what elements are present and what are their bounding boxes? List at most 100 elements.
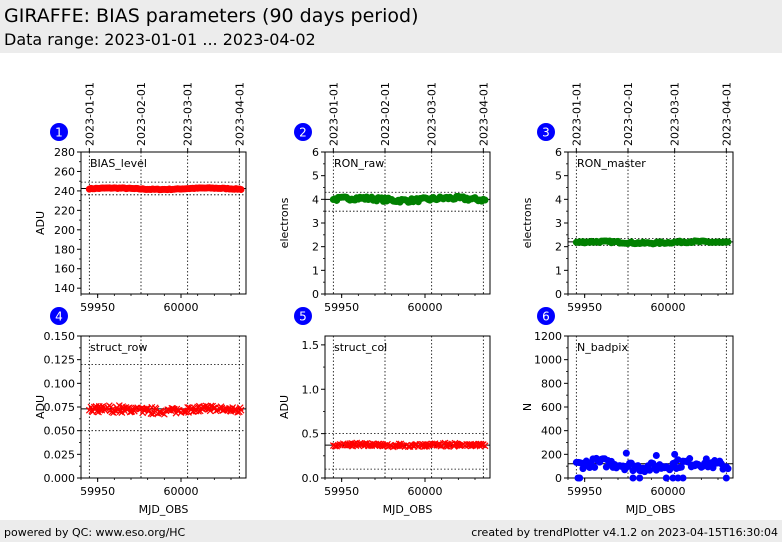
data-point-stroke [237, 406, 245, 414]
data-point [724, 465, 732, 473]
panel-label: BIAS_level [90, 157, 147, 170]
y-tick-label: 4 [555, 193, 562, 206]
footer-created-by: created by trendPlotter v4.1.2 on 2023-0… [471, 526, 778, 539]
y-tick-label: 0.125 [44, 354, 76, 367]
data-point [170, 405, 178, 413]
data-point-stroke [481, 442, 489, 450]
x-axis-label: MJD_OBS [383, 503, 433, 516]
y-tick-label: 3 [555, 217, 562, 230]
data-point [591, 463, 599, 471]
date-tick-label: 2023-01-01 [83, 82, 96, 146]
data-point-stroke [227, 407, 235, 415]
report-subtitle: Data range: 2023-01-01 ... 2023-04-02 [4, 30, 316, 49]
panel-number-badge [50, 123, 68, 141]
y-tick-label: 6 [555, 146, 562, 159]
data-point [671, 450, 679, 458]
y-tick-label: 5 [555, 170, 562, 183]
plot-frame [324, 151, 491, 295]
data-point [227, 407, 235, 415]
data-point [622, 449, 630, 457]
x-tick-label: 60000 [408, 301, 443, 314]
data-point [662, 474, 670, 482]
data-point-stroke [150, 409, 158, 417]
y-tick-label: 400 [541, 425, 562, 438]
data-point [702, 455, 710, 463]
data-point-stroke [236, 404, 244, 412]
y-tick-label: 180 [54, 243, 75, 256]
x-tick-label: 59950 [324, 301, 359, 314]
y-tick-label: 0.075 [44, 401, 76, 414]
x-tick-label: 60000 [164, 301, 199, 314]
data-point [677, 463, 685, 471]
data-point [237, 406, 245, 414]
y-tick-label: 160 [54, 263, 75, 276]
y-tick-label: 2 [312, 241, 319, 254]
data-point-stroke [148, 403, 156, 411]
footer-credit: powered by QC: www.eso.org/HC [4, 526, 186, 539]
panel-number: 1 [55, 126, 63, 140]
data-point-stroke [469, 441, 477, 449]
panel-number: 2 [299, 126, 307, 140]
panel-number-badge [537, 123, 555, 141]
report-header: GIRAFFE: BIAS parameters (90 days period… [0, 0, 782, 53]
data-point-stroke [179, 407, 187, 415]
panel-number: 6 [542, 310, 550, 324]
y-tick-label: 260 [54, 165, 75, 178]
date-tick-label: 2023-01-01 [570, 82, 583, 146]
y-tick-label: 800 [541, 377, 562, 390]
y-tick-label: 0.000 [44, 472, 76, 485]
data-point-stroke [348, 439, 356, 447]
y-tick-label: 1200 [534, 330, 562, 343]
data-point [679, 474, 687, 482]
trend-plots-canvas: 2023-01-01 2023-02-01 2023-03-01 2023-04-01… [34, 82, 734, 516]
x-tick-label: 59950 [80, 301, 115, 314]
data-point [629, 474, 637, 482]
data-point [709, 464, 717, 472]
chart-panel-5: 0.0 0.5 1.0 1.5 59950 60000 struct_col ADU MJD_O… [278, 307, 491, 516]
data-point [182, 408, 190, 416]
report-title: GIRAFFE: BIAS parameters (90 days period… [4, 5, 419, 27]
y-tick-label: 1000 [534, 354, 562, 367]
date-tick-label: 2023-03-01 [669, 82, 682, 146]
y-axis-label: ADU [34, 395, 47, 419]
data-point [722, 474, 730, 482]
y-tick-label: 0.5 [302, 428, 320, 441]
data-point [481, 196, 489, 204]
plot-frame [567, 335, 734, 479]
data-point [481, 442, 489, 450]
panel-number-badge [294, 307, 312, 325]
date-tick-label: 2023-04-01 [233, 82, 246, 146]
panel-number-badge [537, 307, 555, 325]
y-tick-label: 140 [54, 282, 75, 295]
chart-panel-4: 0.000 0.025 0.050 0.075 0.100 0.125 0.150 59950… [34, 307, 247, 516]
data-point-stroke [157, 409, 165, 417]
data-point-stroke [119, 403, 127, 410]
plot-frame [567, 151, 734, 295]
date-tick-label: 2023-04-01 [477, 82, 490, 146]
y-axis-label: N [521, 403, 534, 411]
y-tick-label: 1 [555, 264, 562, 277]
data-point-stroke [375, 440, 383, 448]
report-footer: powered by QC: www.eso.org/HC created by… [0, 520, 782, 542]
data-point-stroke [170, 405, 178, 413]
panel-number: 5 [299, 310, 307, 324]
date-tick-label: 2023-01-01 [327, 82, 340, 146]
y-tick-label: 3 [312, 217, 319, 230]
chart-panel-2: 2023-01-01 2023-02-01 2023-03-01 2023-04-01… [278, 82, 491, 314]
chart-panel-6: 0 200 400 600 800 1000 1200 59950 60000 N_badpix N… [521, 307, 734, 516]
y-tick-label: 220 [54, 204, 75, 217]
panel-label: N_badpix [577, 341, 628, 354]
panel-number: 3 [542, 126, 550, 140]
y-tick-label: 0 [555, 472, 562, 485]
data-point [646, 466, 654, 474]
data-point [724, 238, 732, 246]
data-point [652, 452, 660, 460]
y-tick-label: 0.050 [44, 425, 76, 438]
panel-label: struct_row [90, 341, 147, 354]
panel-number-badge [50, 307, 68, 325]
panel-label: RON_raw [334, 157, 384, 170]
y-tick-label: 600 [541, 401, 562, 414]
data-point-stroke [329, 442, 337, 449]
y-tick-label: 280 [54, 146, 75, 159]
y-tick-label: 200 [54, 224, 75, 237]
